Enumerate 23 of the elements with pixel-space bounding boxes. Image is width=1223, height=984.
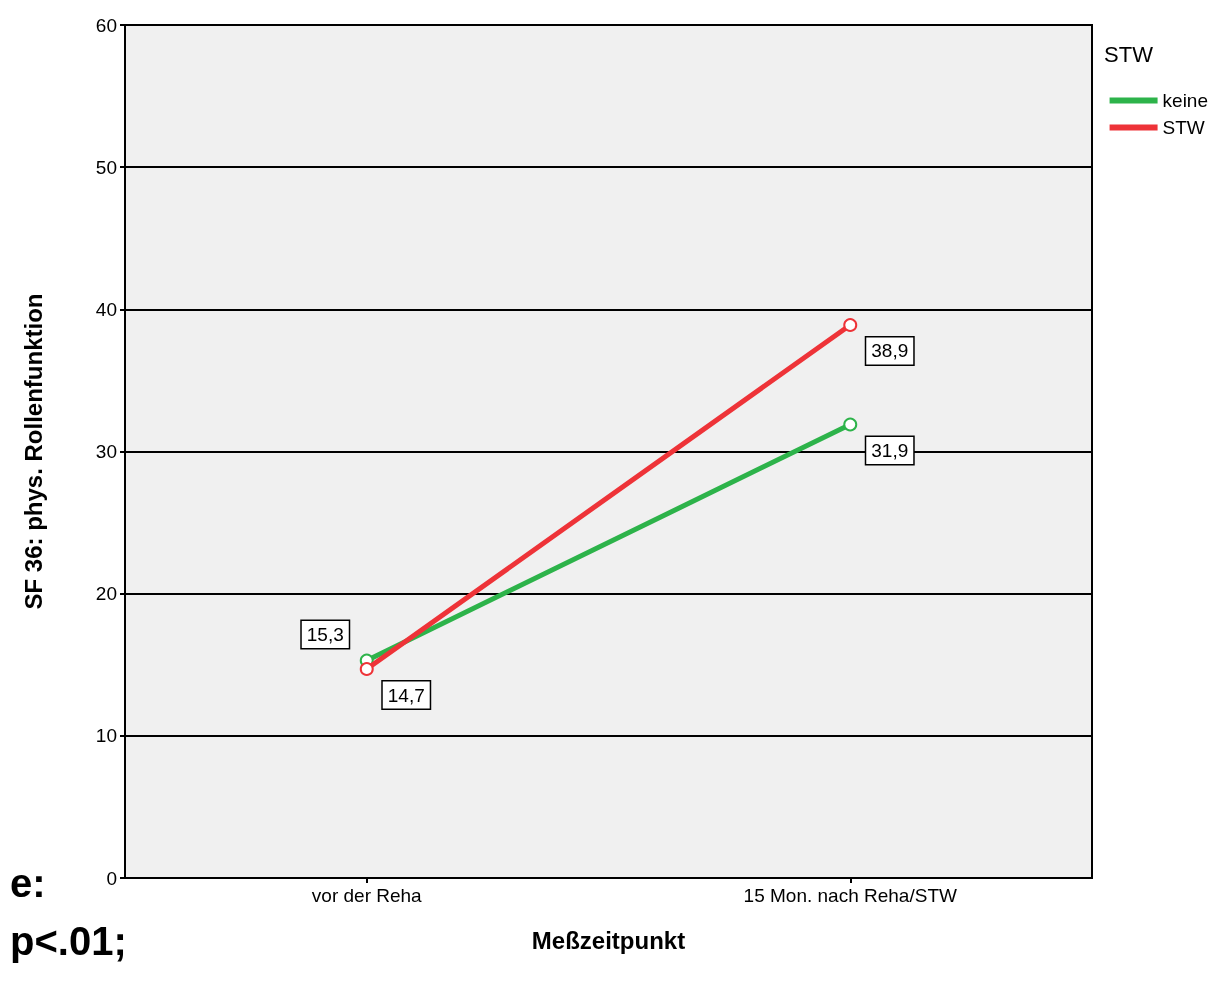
y-tick-label: 50	[95, 156, 117, 178]
data-label: 31,9	[871, 439, 909, 461]
y-tick-label: 60	[95, 14, 117, 36]
legend-label: keine	[1162, 90, 1208, 111]
point	[843, 417, 858, 432]
data-label: 38,9	[871, 340, 909, 362]
y-tick-label: 10	[95, 725, 117, 747]
legend-title: STW	[1104, 41, 1154, 67]
y-tick-label: 0	[106, 867, 117, 889]
text: p<.01;	[10, 919, 127, 963]
y-tick-label: 30	[95, 441, 117, 462]
x-tick-label: vor der Reha	[311, 885, 423, 906]
y-tick-label: 40	[95, 298, 117, 320]
data-label: 15,3	[306, 623, 344, 645]
x-axis-title: Meßzeitpunkt	[531, 926, 686, 954]
y-tick-label: 20	[95, 583, 117, 605]
point	[359, 662, 374, 677]
x-tick-label: 15 Mon. nach Reha/STW	[743, 885, 957, 906]
y-axis-title: SF 36: phys. Rollenfunktion	[19, 293, 47, 610]
data-label: 14,7	[387, 684, 425, 706]
legend-label: STW	[1162, 117, 1205, 138]
text: e:	[10, 861, 46, 905]
point	[843, 317, 858, 332]
